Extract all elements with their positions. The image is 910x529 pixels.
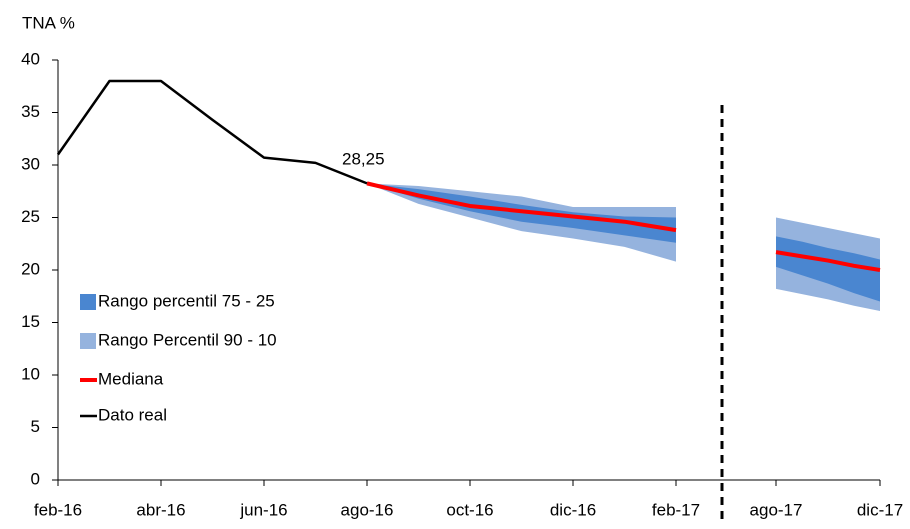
band — [776, 236, 880, 302]
legend-label: Mediana — [98, 369, 164, 388]
legend-label: Rango percentil 75 - 25 — [98, 291, 275, 310]
x-tick-label: oct-16 — [446, 500, 493, 519]
y-tick-label: 40 — [21, 49, 40, 68]
legend-label: Rango Percentil 90 - 10 — [98, 330, 277, 349]
legend-label: Dato real — [98, 405, 167, 424]
x-tick-label: feb-17 — [652, 500, 700, 519]
y-tick-label: 25 — [21, 207, 40, 226]
x-tick-label: jun-16 — [239, 500, 287, 519]
y-tick-label: 20 — [21, 259, 40, 278]
line — [366, 181, 677, 233]
x-tick-label: ago-17 — [750, 500, 803, 519]
y-tick-label: 10 — [21, 364, 40, 383]
y-tick-label: 15 — [21, 312, 40, 331]
x-tick-label: feb-16 — [34, 500, 82, 519]
y-tick-label: 0 — [31, 469, 40, 488]
y-tick-label: 5 — [31, 417, 40, 436]
line — [775, 250, 881, 272]
y-tick-label: 30 — [21, 154, 40, 173]
y-axis-label: TNA % — [22, 13, 75, 32]
legend-swatch — [80, 294, 96, 310]
x-tick-label: dic-17 — [857, 500, 903, 519]
x-tick-label: abr-16 — [136, 500, 185, 519]
x-tick-label: dic-16 — [550, 500, 596, 519]
y-tick-label: 35 — [21, 102, 40, 121]
annotation: 28,25 — [342, 149, 385, 168]
x-tick-label: ago-16 — [341, 500, 394, 519]
line — [56, 79, 368, 185]
legend-swatch — [80, 333, 96, 349]
